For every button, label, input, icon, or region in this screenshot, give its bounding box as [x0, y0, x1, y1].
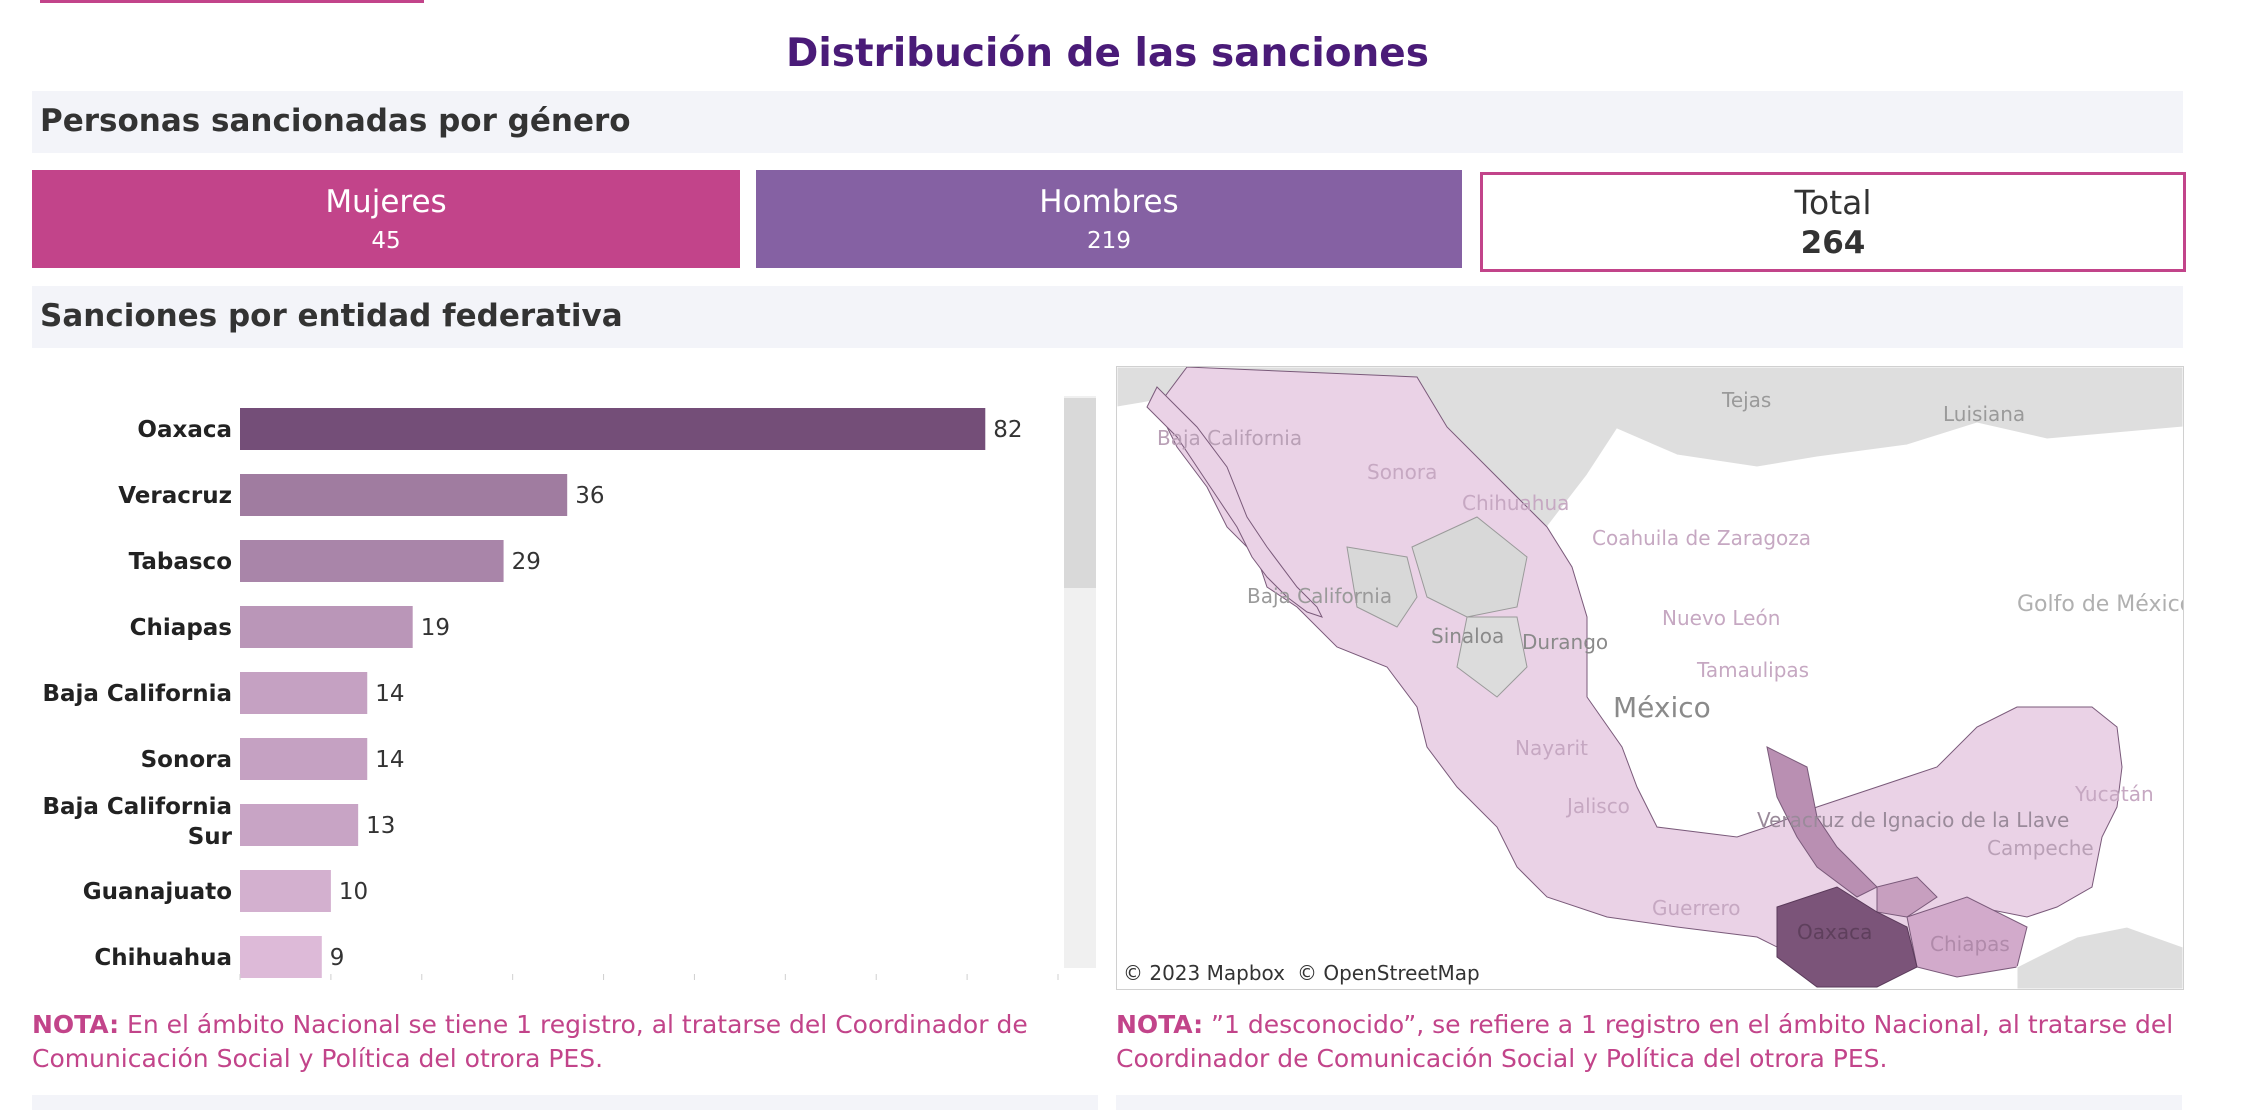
map-label-mexico: México	[1613, 691, 1711, 724]
map-sinaloa	[1346, 546, 1418, 628]
note-right-prefix: NOTA:	[1116, 1010, 1204, 1039]
map-mexico[interactable]: Tejas Luisiana Baja California Sonora Ch…	[1116, 366, 2184, 990]
category-label-tabasco: Tabasco	[129, 549, 232, 575]
bar-sonora[interactable]	[240, 738, 368, 780]
bar-baja-california-sur[interactable]	[240, 804, 359, 846]
bottom-panel-right	[1116, 1095, 2182, 1110]
map-label-sinaloa: Sinaloa	[1431, 624, 1504, 648]
category-label-baja-california: Baja California	[42, 681, 232, 707]
category-label-veracruz: Veracruz	[118, 483, 232, 509]
page-title: Distribución de las sanciones	[786, 31, 1429, 76]
map-zacatecas	[1456, 616, 1528, 698]
value-label-chihuahua: 9	[330, 945, 345, 971]
bar-oaxaca[interactable]	[240, 408, 986, 450]
bar-baja-california[interactable]	[240, 672, 368, 714]
map-label-nayarit: Nayarit	[1515, 736, 1588, 760]
category-label-oaxaca: Oaxaca	[137, 417, 232, 443]
bar-veracruz[interactable]	[240, 474, 568, 516]
category-label-guanajuato: Guanajuato	[83, 879, 232, 905]
top-accent-line	[40, 0, 424, 3]
map-central-america	[2016, 926, 2183, 989]
card-total[interactable]: Total 264	[1480, 172, 2186, 272]
bar-chiapas[interactable]	[240, 606, 413, 648]
value-label-guanajuato: 10	[339, 879, 368, 905]
value-label-sonora: 14	[375, 747, 404, 773]
map-label-golfo-de-mexico: Golfo de México	[2017, 592, 2183, 617]
map-label-campeche: Campeche	[1987, 836, 2094, 860]
map-baja-california	[1146, 386, 1323, 618]
card-hombres-value: 219	[1087, 228, 1131, 254]
value-label-veracruz: 36	[575, 483, 604, 509]
map-label-guerrero: Guerrero	[1652, 896, 1740, 920]
map-label-tamaulipas: Tamaulipas	[1696, 658, 1809, 682]
value-label-baja-california-sur: 13	[366, 813, 395, 839]
map-label-veracruz: Veracruz de Ignacio de la Llave	[1757, 808, 2069, 832]
map-oaxaca	[1776, 886, 1918, 988]
map-label-luisiana: Luisiana	[1943, 402, 2025, 426]
map-label-chihuahua: Chihuahua	[1462, 491, 1569, 515]
map-label-sonora: Sonora	[1367, 460, 1437, 484]
value-label-baja-california: 14	[375, 681, 404, 707]
note-left: NOTA: En el ámbito Nacional se tiene 1 r…	[32, 1008, 1082, 1076]
map-tabasco	[1876, 876, 1938, 918]
value-label-tabasco: 29	[512, 549, 541, 575]
map-label-chiapas: Chiapas	[1930, 932, 2010, 956]
bottom-panel-left	[32, 1095, 1098, 1110]
category-label-chihuahua: Chihuahua	[94, 945, 232, 971]
category-label-sonora: Sonora	[141, 747, 232, 773]
map-durango	[1411, 516, 1528, 618]
category-label-baja-california-sur: Baja California Sur	[42, 794, 232, 850]
map-label-layer: Tejas Luisiana Baja California Sonora Ch…	[1157, 388, 2183, 956]
bar-chihuahua[interactable]	[240, 936, 322, 978]
bar-tabasco[interactable]	[240, 540, 504, 582]
map-svg: Tejas Luisiana Baja California Sonora Ch…	[1117, 367, 2183, 989]
card-mujeres[interactable]: Mujeres 45	[32, 170, 740, 268]
category-label-chiapas: Chiapas	[130, 615, 232, 641]
map-label-tejas: Tejas	[1721, 388, 1771, 412]
section-title-gender: Personas sancionadas por género	[40, 103, 631, 139]
card-hombres-label: Hombres	[1039, 184, 1179, 220]
card-total-label: Total	[1794, 183, 1872, 222]
section-title-state: Sanciones por entidad federativa	[40, 298, 623, 334]
bar-chart-by-state[interactable]: Oaxaca 82 Veracruz 36 Tabasco 29 Chiapas 19 Baja…	[32, 380, 1092, 980]
chart-scrollbar-thumb[interactable]	[1064, 398, 1096, 588]
bar-chart-svg: Oaxaca 82 Veracruz 36 Tabasco 29 Chiapas 19 Baja…	[42, 408, 1059, 980]
note-left-text: En el ámbito Nacional se tiene 1 registr…	[32, 1010, 1028, 1073]
map-label-durango: Durango	[1522, 630, 1608, 654]
card-mujeres-label: Mujeres	[325, 184, 447, 220]
map-label-baja-california-sur: Baja California	[1247, 584, 1392, 608]
note-left-prefix: NOTA:	[32, 1010, 120, 1039]
map-mexico-states	[1156, 367, 2123, 978]
map-attribution-mapbox[interactable]: © 2023 Mapbox	[1123, 961, 1285, 985]
map-label-yucatan: Yucatán	[2074, 782, 2154, 806]
map-attribution-osm[interactable]: © OpenStreetMap	[1297, 961, 1480, 985]
map-label-coahuila: Coahuila de Zaragoza	[1592, 526, 1811, 550]
map-veracruz	[1766, 746, 1878, 898]
map-label-baja-california-norte: Baja California	[1157, 426, 1302, 450]
map-label-jalisco: Jalisco	[1565, 794, 1630, 818]
bar-guanajuato[interactable]	[240, 870, 331, 912]
value-label-chiapas: 19	[421, 615, 450, 641]
map-label-nuevo-leon: Nuevo León	[1662, 606, 1780, 630]
note-right-text: ”1 desconocido”, se refiere a 1 registro…	[1116, 1010, 2174, 1073]
map-attribution: © 2023 Mapbox © OpenStreetMap	[1123, 961, 1480, 985]
section-header-state: Sanciones por entidad federativa	[32, 286, 2183, 348]
card-total-value: 264	[1800, 225, 1866, 261]
value-label-oaxaca: 82	[993, 417, 1022, 443]
note-right: NOTA: ”1 desconocido”, se refiere a 1 re…	[1116, 1008, 2186, 1076]
map-label-oaxaca: Oaxaca	[1797, 920, 1872, 944]
section-header-gender: Personas sancionadas por género	[32, 91, 2183, 153]
card-mujeres-value: 45	[371, 228, 401, 254]
card-hombres[interactable]: Hombres 219	[756, 170, 1462, 268]
